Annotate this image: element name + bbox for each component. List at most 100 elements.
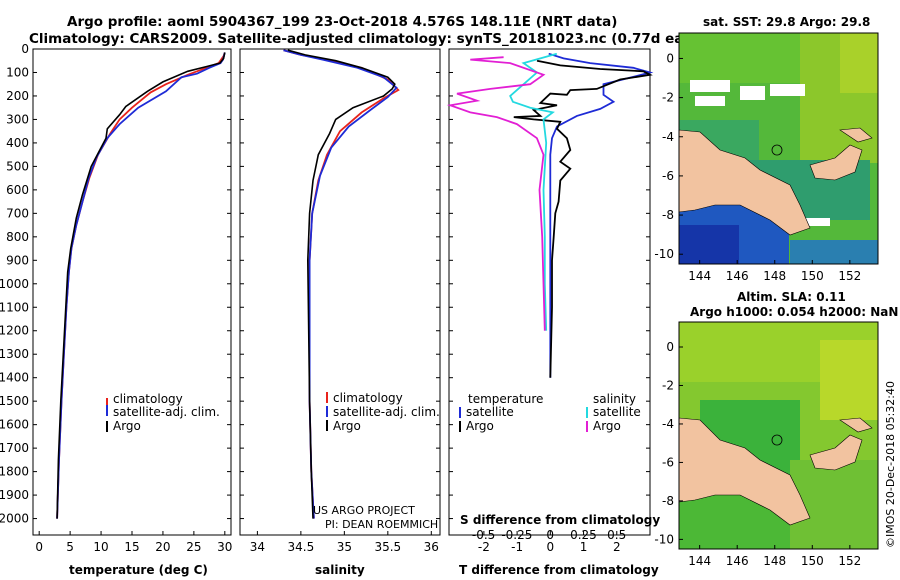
difference-lines xyxy=(446,52,654,378)
s-xtick-label: -0.5 xyxy=(472,528,495,542)
temperature-legend: climatology satellite-adj. clim. Argo xyxy=(106,392,220,433)
s-xtick-label: 0.25 xyxy=(570,528,597,542)
map-xtick-label: 152 xyxy=(838,554,861,568)
xtick-label: 25 xyxy=(186,540,201,554)
map-ytick-label: -2 xyxy=(662,91,674,105)
map-xtick-label: 144 xyxy=(688,269,711,283)
s-xtick-label: 0.5 xyxy=(607,528,626,542)
salinity-legend: climatology satellite-adj. clim. Argo xyxy=(326,391,440,433)
depth-tick-label: 400 xyxy=(6,136,29,150)
difference-xticks: -2 -1 0 1 2 -0.5 -0.25 0 0.25 0.5 xyxy=(449,48,650,554)
depth-tick-label: 600 xyxy=(6,183,29,197)
series-line-climatology xyxy=(283,49,400,519)
s-xtick-label: 0 xyxy=(546,528,554,542)
t-xtick-label: 1 xyxy=(580,540,588,554)
title-line-1: Argo profile: aoml 5904367_199 23-Oct-20… xyxy=(67,14,617,30)
map-ytick-label: -8 xyxy=(662,208,674,222)
depth-tick-label: 1200 xyxy=(0,324,29,338)
sst-map: sat. SST: 29.8 Argo: 29.8 144 14 xyxy=(654,15,879,283)
map-ytick-label: -8 xyxy=(662,494,674,508)
legend-argo-label: Argo xyxy=(113,419,141,433)
difference-legend: temperature satellite Argo salinity sate… xyxy=(459,392,641,433)
depth-tick-label: 1000 xyxy=(0,277,29,291)
depth-tick-label: 500 xyxy=(6,159,29,173)
float-location-marker xyxy=(771,434,783,446)
legend-temperature-title: temperature xyxy=(468,392,543,406)
sst-map-ticks: 144 146 148 150 152 0 -2 -4 -6 -8 -10 xyxy=(654,51,861,283)
sla-map-title-line-2: Argo h1000: 0.054 h2000: NaN xyxy=(690,305,898,319)
map-ytick-label: 0 xyxy=(666,51,674,65)
legend-t-satellite-label: satellite xyxy=(466,405,514,419)
depth-tick-label: 300 xyxy=(6,112,29,126)
salinity-panel-frame xyxy=(239,48,441,536)
xtick-label: 36 xyxy=(424,540,439,554)
difference-panel-frame xyxy=(448,48,651,536)
depth-tick-label: 1800 xyxy=(0,465,29,479)
depth-tick-label: 1600 xyxy=(0,418,29,432)
temperature-xlabel: temperature (deg C) xyxy=(69,563,208,577)
series-line-satellite-adj-clim- xyxy=(283,49,398,519)
s-xtick-label: -0.25 xyxy=(501,528,532,542)
depth-tick-label: 100 xyxy=(6,65,29,79)
depth-axis-labels: 0 100 200 300 400 500 600 700 800 900 1000 1100 1200… xyxy=(0,42,29,526)
map-xtick-label: 152 xyxy=(838,269,861,283)
salinity-xticks: 34 34.5 35 35.5 36 xyxy=(240,48,440,554)
depth-tick-label: 800 xyxy=(6,230,29,244)
t-difference-xlabel: T difference from climatology xyxy=(459,563,659,577)
credit-project: US ARGO PROJECT xyxy=(313,504,415,517)
xtick-label: 0 xyxy=(35,540,43,554)
sla-map-ticks: 144 146 148 150 152 0 -2 -4 -6 -8 -10 xyxy=(654,340,861,568)
legend-climatology-label: climatology xyxy=(333,391,403,405)
imos-timestamp: ©IMOS 20-Dec-2018 05:32:40 xyxy=(884,381,897,548)
legend-climatology-label: climatology xyxy=(113,392,183,406)
difference-panel: -2 -1 0 1 2 -0.5 -0.25 0 0.25 0.5 S difference fr… xyxy=(446,48,660,577)
depth-tick-label: 1700 xyxy=(0,441,29,455)
map-xtick-label: 146 xyxy=(726,554,749,568)
depth-tick-label: 2000 xyxy=(0,512,29,526)
salinity-lines xyxy=(283,49,400,519)
legend-argo-label: Argo xyxy=(333,419,361,433)
map-ytick-label: -6 xyxy=(662,169,674,183)
map-ytick-label: -2 xyxy=(662,378,674,392)
map-ytick-label: -10 xyxy=(654,247,674,261)
xtick-label: 15 xyxy=(124,540,139,554)
map-ytick-label: -4 xyxy=(662,417,674,431)
salinity-xlabel: salinity xyxy=(315,563,365,577)
xtick-label: 35 xyxy=(337,540,352,554)
diff-line-s-argo xyxy=(446,56,546,331)
salinity-panel: 34 34.5 35 35.5 36 salinity climatology sate… xyxy=(239,48,441,577)
map-ytick-label: -10 xyxy=(654,532,674,546)
map-ytick-label: 0 xyxy=(666,340,674,354)
depth-tick-label: 200 xyxy=(6,89,29,103)
map-xtick-label: 150 xyxy=(801,269,824,283)
depth-tick-label: 900 xyxy=(6,253,29,267)
xtick-label: 34.5 xyxy=(288,540,315,554)
diff-line-s-satellite xyxy=(509,52,558,331)
credit-pi: PI: DEAN ROEMMICH xyxy=(325,518,438,531)
sla-map-frame xyxy=(678,321,879,550)
map-xtick-label: 144 xyxy=(688,554,711,568)
depth-tick-label: 1900 xyxy=(0,488,29,502)
temperature-xticks: 0 5 10 15 20 25 30 xyxy=(33,48,232,554)
xtick-label: 35.5 xyxy=(374,540,401,554)
t-xtick-label: -2 xyxy=(478,540,490,554)
legend-s-satellite-label: satellite xyxy=(593,405,641,419)
diff-line-t-argo xyxy=(513,59,653,378)
series-line-argo xyxy=(56,52,226,519)
t-xtick-label: -1 xyxy=(511,540,523,554)
t-xtick-label: 2 xyxy=(613,540,621,554)
map-xtick-label: 150 xyxy=(801,554,824,568)
sst-map-frame xyxy=(678,32,879,265)
sla-map: Altim. SLA: 0.11 Argo h1000: 0.054 h2000… xyxy=(654,290,898,568)
t-xtick-label: 0 xyxy=(547,540,555,554)
float-location-marker xyxy=(771,144,783,156)
map-ytick-label: -4 xyxy=(662,130,674,144)
sla-map-field xyxy=(679,322,878,549)
sst-map-title: sat. SST: 29.8 Argo: 29.8 xyxy=(703,15,870,29)
depth-tick-label: 1400 xyxy=(0,371,29,385)
legend-satellite-label: satellite-adj. clim. xyxy=(333,405,440,419)
legend-satellite-label: satellite-adj. clim. xyxy=(113,405,220,419)
s-difference-title: S difference from climatology xyxy=(460,513,660,527)
series-line-argo xyxy=(287,49,396,519)
